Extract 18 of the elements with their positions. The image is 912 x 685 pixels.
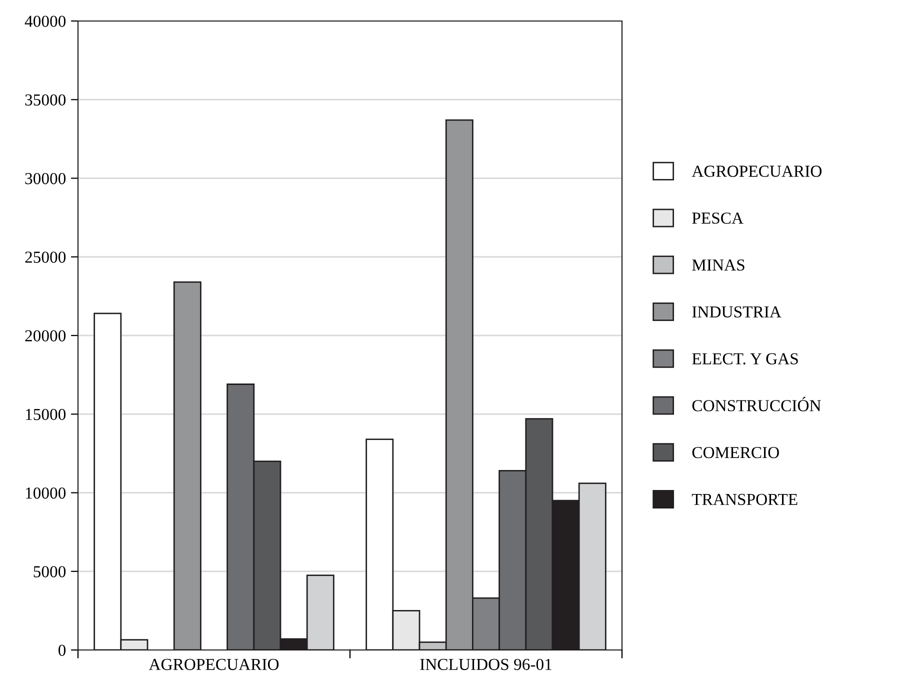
legend-label: MINAS [692,259,744,271]
y-tick-label: 20000 [25,330,66,342]
legend-label: AGROPECUARIO [692,166,822,177]
y-tick-label: 5000 [34,566,66,578]
legend-label: PESCA [692,212,744,224]
y-tick-label: 15000 [26,408,66,420]
legend-label: ELECT. Y GAS [692,353,798,364]
legend-label: COMERCIO [692,446,779,458]
y-tick-label: 40000 [24,16,66,27]
y-tick-label: 25000 [25,252,66,263]
legend-label: CONSTRUCCIÓN [692,396,821,412]
x-tick-label: INCLUIDOS 96-01 [420,658,552,670]
y-tick-label: 10000 [26,487,66,499]
legend-label: INDUSTRIA [692,306,782,318]
y-tick-label: 30000 [25,172,66,184]
y-tick-label: 0 [58,644,66,656]
y-tick-label: 35000 [25,94,66,106]
legend-label: TRANSPORTE [692,494,798,506]
